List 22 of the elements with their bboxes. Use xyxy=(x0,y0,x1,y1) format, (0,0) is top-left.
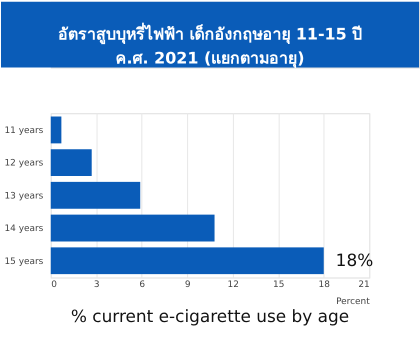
x-axis-title: Percent xyxy=(336,296,370,307)
x-tick-label: 9 xyxy=(184,280,191,290)
bar xyxy=(50,247,324,274)
x-tick-label: 3 xyxy=(94,280,100,290)
x-tick-label: 6 xyxy=(139,280,146,290)
x-tick-label: 21 xyxy=(358,280,370,290)
y-tick-label: 11 years xyxy=(4,126,44,136)
chart-title: อัตราสูบบุหรี่ไฟฟ้า เด็กอังกฤษอายุ 11-15 ปี ค.ศ. 2021 (แยกตามอายุ) xyxy=(58,22,362,68)
bar xyxy=(50,116,62,144)
x-tick-label: 18 xyxy=(318,280,330,290)
x-tick-label: 12 xyxy=(228,280,239,290)
y-tick-label: 12 years xyxy=(4,158,44,169)
y-tick-label: 13 years xyxy=(4,191,44,202)
x-tick-label: 0 xyxy=(51,280,58,290)
bar xyxy=(50,214,215,242)
bar xyxy=(50,149,92,176)
x-tick-label: 15 xyxy=(273,280,284,290)
y-tick-label: 14 years xyxy=(4,224,44,234)
text: % current e-cigarette use by age xyxy=(70,306,350,326)
bar xyxy=(50,182,140,209)
data-label: 18% xyxy=(336,250,374,270)
y-tick-label: 15 years xyxy=(4,256,44,267)
